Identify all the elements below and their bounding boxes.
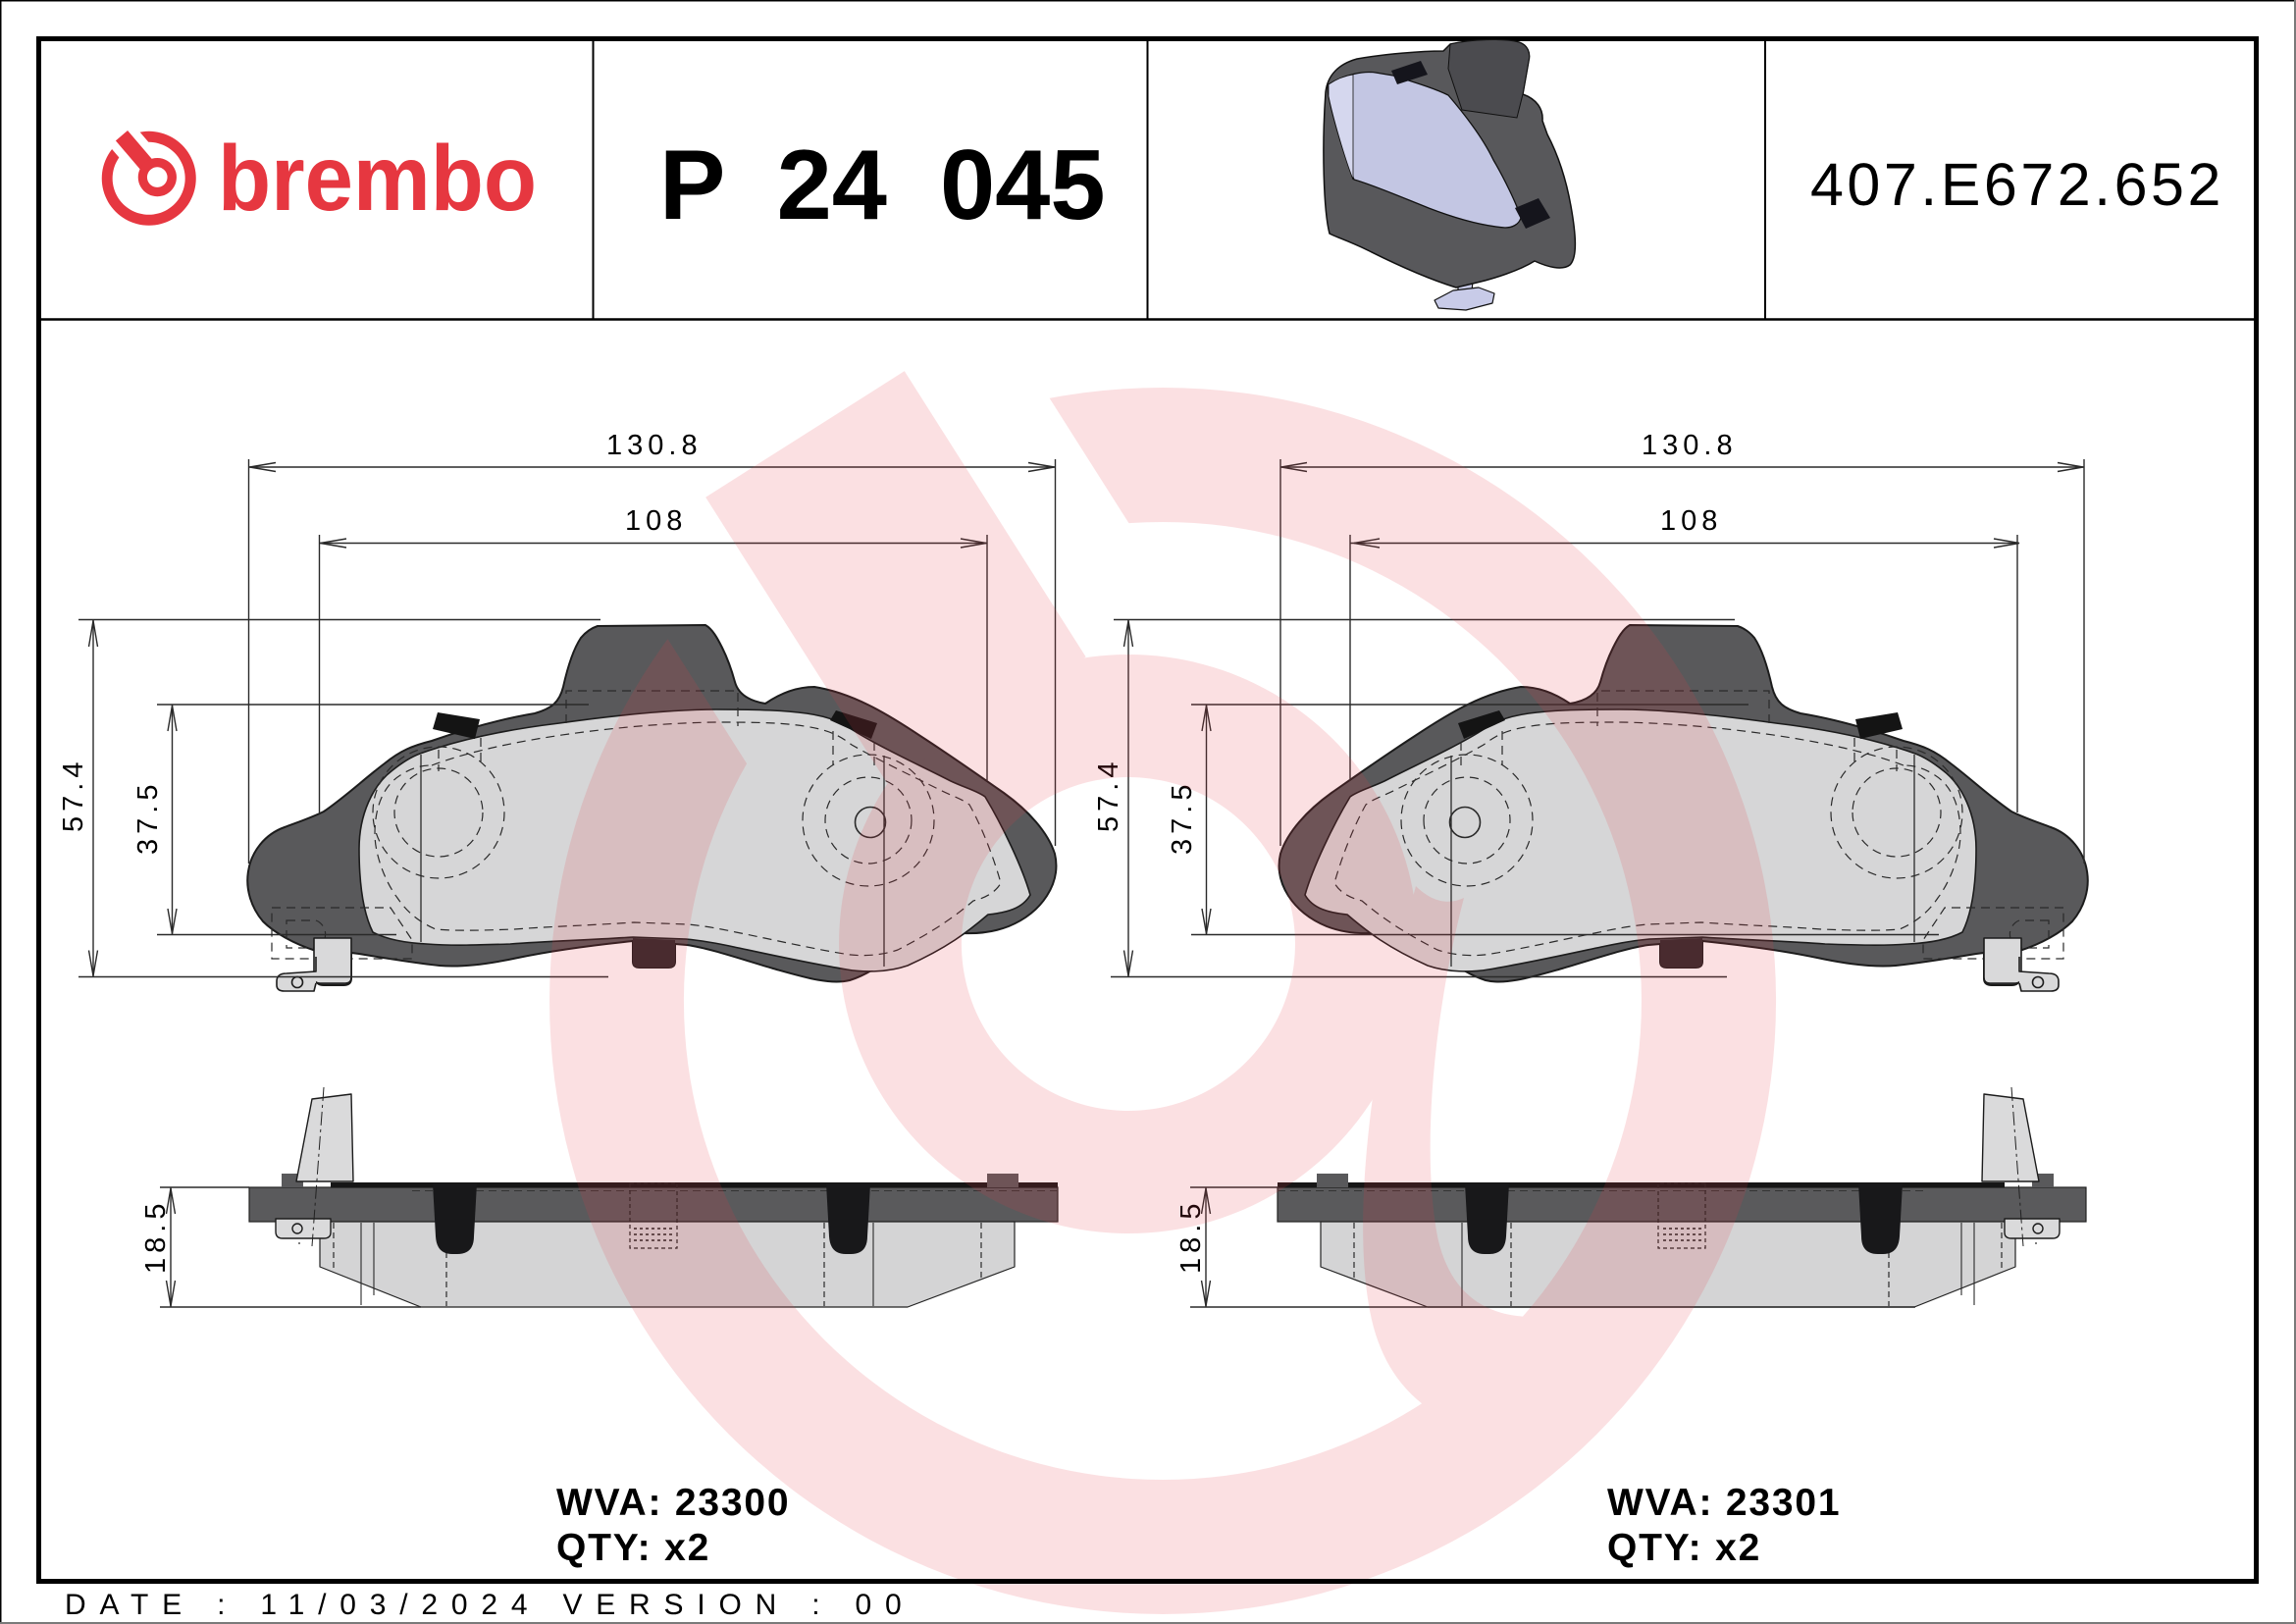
svg-text:WVA: 23301: WVA: 23301 — [1607, 1482, 1841, 1524]
svg-text:DATE : 11/03/2024 VERSION : 00: DATE : 11/03/2024 VERSION : 00 — [65, 1589, 914, 1621]
svg-text:407.E672.652: 407.E672.652 — [1810, 151, 2224, 218]
svg-text:57.4: 57.4 — [58, 758, 89, 832]
svg-text:130.8: 130.8 — [606, 430, 703, 461]
svg-text:108: 108 — [1660, 505, 1722, 537]
svg-text:108: 108 — [625, 505, 687, 537]
svg-text:57.4: 57.4 — [1093, 758, 1124, 832]
svg-text:18.5: 18.5 — [1175, 1199, 1207, 1274]
svg-text:brembo: brembo — [218, 127, 537, 231]
svg-text:130.8: 130.8 — [1642, 430, 1738, 461]
svg-text:QTY: x2: QTY: x2 — [556, 1527, 710, 1569]
svg-text:QTY: x2: QTY: x2 — [1607, 1527, 1761, 1569]
svg-text:P 24 045: P 24 045 — [659, 131, 1106, 240]
svg-text:37.5: 37.5 — [132, 780, 164, 855]
svg-text:37.5: 37.5 — [1167, 780, 1198, 855]
svg-text:18.5: 18.5 — [140, 1199, 172, 1274]
svg-text:WVA: 23300: WVA: 23300 — [556, 1482, 790, 1524]
